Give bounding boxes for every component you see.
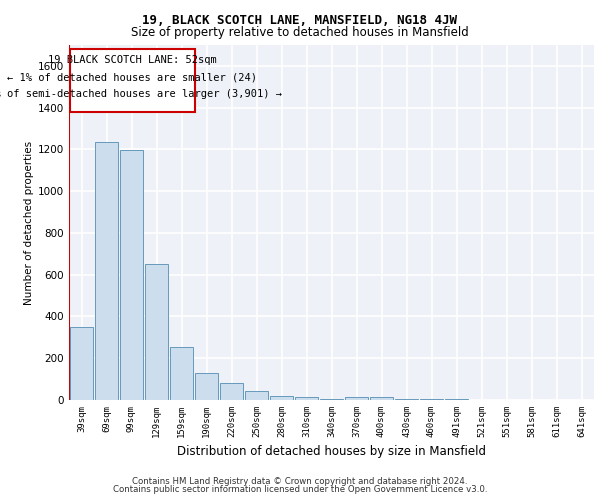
Text: Contains public sector information licensed under the Open Government Licence v3: Contains public sector information licen… [113,485,487,494]
Text: ← 1% of detached houses are smaller (24): ← 1% of detached houses are smaller (24) [7,72,257,82]
Bar [295,397,319,400]
Bar [194,373,218,400]
Text: 19 BLACK SCOTCH LANE: 52sqm: 19 BLACK SCOTCH LANE: 52sqm [48,56,217,66]
Bar [70,327,94,400]
Bar [395,399,418,400]
Bar [344,397,368,400]
Text: 99% of semi-detached houses are larger (3,901) →: 99% of semi-detached houses are larger (… [0,89,283,99]
Bar [220,384,244,400]
Bar [145,264,169,400]
Bar [95,142,118,400]
Text: Size of property relative to detached houses in Mansfield: Size of property relative to detached ho… [131,26,469,39]
X-axis label: Distribution of detached houses by size in Mansfield: Distribution of detached houses by size … [177,446,486,458]
Text: 19, BLACK SCOTCH LANE, MANSFIELD, NG18 4JW: 19, BLACK SCOTCH LANE, MANSFIELD, NG18 4… [143,14,458,27]
Bar [119,150,143,400]
Y-axis label: Number of detached properties: Number of detached properties [24,140,34,304]
Bar [269,396,293,400]
Bar [245,390,268,400]
Bar [370,397,394,400]
Bar [320,399,343,400]
Text: Contains HM Land Registry data © Crown copyright and database right 2024.: Contains HM Land Registry data © Crown c… [132,477,468,486]
FancyBboxPatch shape [70,49,195,112]
Bar [170,347,193,400]
